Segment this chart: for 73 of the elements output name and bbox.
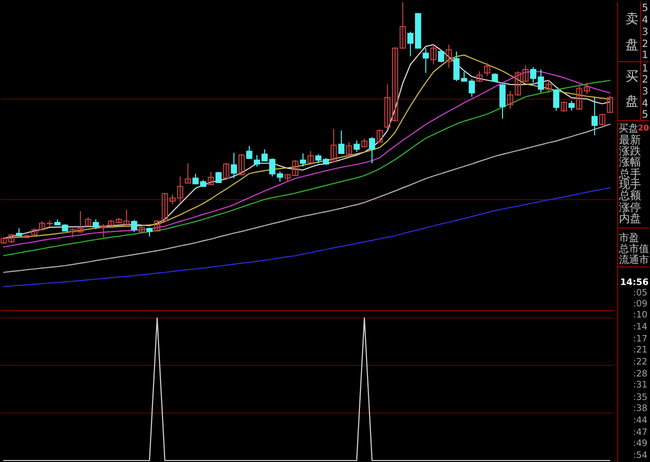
candlestick [338,130,344,155]
candlestick [553,88,560,112]
text: 买盘 [618,122,639,134]
text: :05 [633,288,648,299]
candlestick [599,113,606,126]
candlestick [368,136,376,164]
candlestick [484,62,490,77]
text: :47 [633,428,648,438]
text: 最新 [619,133,642,146]
candlestick [446,44,452,68]
text: 盘 [626,94,639,110]
candlestick [430,44,437,65]
candlestick [131,220,138,232]
candlestick [560,100,567,112]
candlestick [92,218,99,230]
text: 涨停 [619,201,642,214]
candlestick [354,140,360,152]
text: 3 [642,86,648,98]
text: :22 [633,357,648,368]
text: :49 [633,439,648,450]
candlestick [568,100,575,112]
candlestick [223,162,230,179]
text: 市盈 [619,232,640,244]
text: 2 [642,38,648,50]
text: 5 [642,3,648,14]
text: :14 [633,322,648,333]
text: :54 [633,450,648,461]
text: 14:56 [620,278,649,288]
text: 卖 [626,12,639,27]
text: :35 [633,393,648,404]
text: :38 [633,404,648,414]
candlestick [499,82,506,120]
candlestick [246,145,252,160]
text: :31 [633,380,648,390]
text: 20 [638,123,650,132]
candlestick [184,162,191,184]
text: 涨跌 [619,144,642,158]
candlestick [300,152,306,168]
text: :21 [633,345,648,356]
candlestick [330,128,337,163]
candlestick [308,150,314,164]
text: 总手 [618,167,642,180]
text: :44 [633,416,648,426]
text: 涨幅 [619,155,642,168]
text: :28 [633,369,648,380]
text: :17 [633,334,648,344]
candlestick [422,48,429,74]
candlestick [230,152,237,179]
text: 4 [642,98,648,110]
text: :10 [633,310,648,321]
text: 1 [642,64,648,75]
candlestick [476,70,483,83]
candlestick [592,96,598,136]
text: 盘 [626,38,639,53]
text: 总市值 [618,242,650,255]
candlestick [606,95,614,114]
text: 2 [642,74,648,86]
text: 4 [642,14,648,26]
text: 内盘 [619,212,642,226]
text: :09 [633,300,648,310]
candlestick [376,129,383,143]
candlestick [545,80,552,94]
text: 5 [642,110,648,121]
candlestick [208,171,214,186]
candlestick [238,154,245,176]
text: 买 [626,70,639,85]
candlestick [346,142,352,158]
text: 3 [642,26,648,38]
candlestick [100,224,107,238]
text: 总额 [618,189,642,202]
text: 1 [642,50,648,61]
text: 流通市 [619,254,650,266]
candlestick [438,50,444,63]
